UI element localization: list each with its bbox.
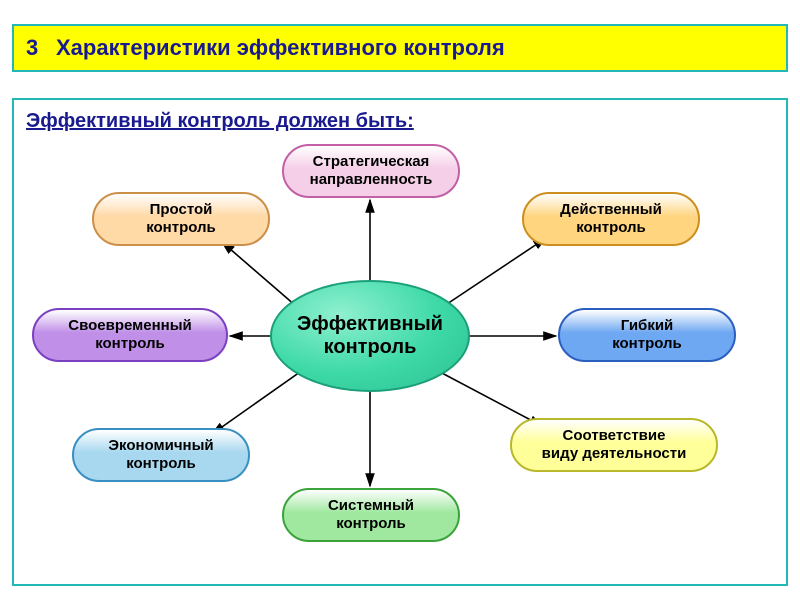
node-line1: Соответствие (563, 427, 666, 445)
diagram-area: Эффективный контроль Стратегическаянапра… (12, 138, 788, 586)
center-line2: контроль (324, 336, 417, 359)
node-line2: контроль (146, 219, 216, 237)
node-line2: контроль (336, 515, 406, 533)
node-n3: Соответствиевиду деятельности (510, 418, 718, 472)
node-line1: Простой (150, 201, 213, 219)
node-line2: контроль (126, 455, 196, 473)
center-node: Эффективный контроль (270, 280, 470, 392)
node-line1: Своевременный (68, 317, 191, 335)
node-n1: Действенныйконтроль (522, 192, 700, 246)
node-line2: контроль (612, 335, 682, 353)
node-n2: Гибкийконтроль (558, 308, 736, 362)
node-line1: Гибкий (621, 317, 674, 335)
node-n5: Экономичныйконтроль (72, 428, 250, 482)
node-line1: Экономичный (108, 437, 213, 455)
node-n0: Стратегическаянаправленность (282, 144, 460, 198)
node-line2: направленность (310, 171, 433, 189)
subtitle: Эффективный контроль должен быть: (14, 100, 786, 133)
title-bar: 3 Характеристики эффективного контроля (12, 24, 788, 72)
arrow (444, 238, 546, 306)
node-n6: Своевременныйконтроль (32, 308, 228, 362)
title-number: 3 (26, 35, 56, 61)
node-line2: контроль (95, 335, 165, 353)
node-n4: Системныйконтроль (282, 488, 460, 542)
node-line1: Стратегическая (313, 153, 430, 171)
arrow (440, 372, 542, 426)
node-line1: Системный (328, 497, 414, 515)
arrow (212, 372, 300, 434)
node-line1: Действенный (560, 201, 662, 219)
arrow (222, 242, 296, 306)
node-line2: контроль (576, 219, 646, 237)
center-line1: Эффективный (297, 313, 443, 336)
node-n7: Простойконтроль (92, 192, 270, 246)
node-line2: виду деятельности (542, 445, 687, 463)
title-text: Характеристики эффективного контроля (56, 35, 505, 61)
